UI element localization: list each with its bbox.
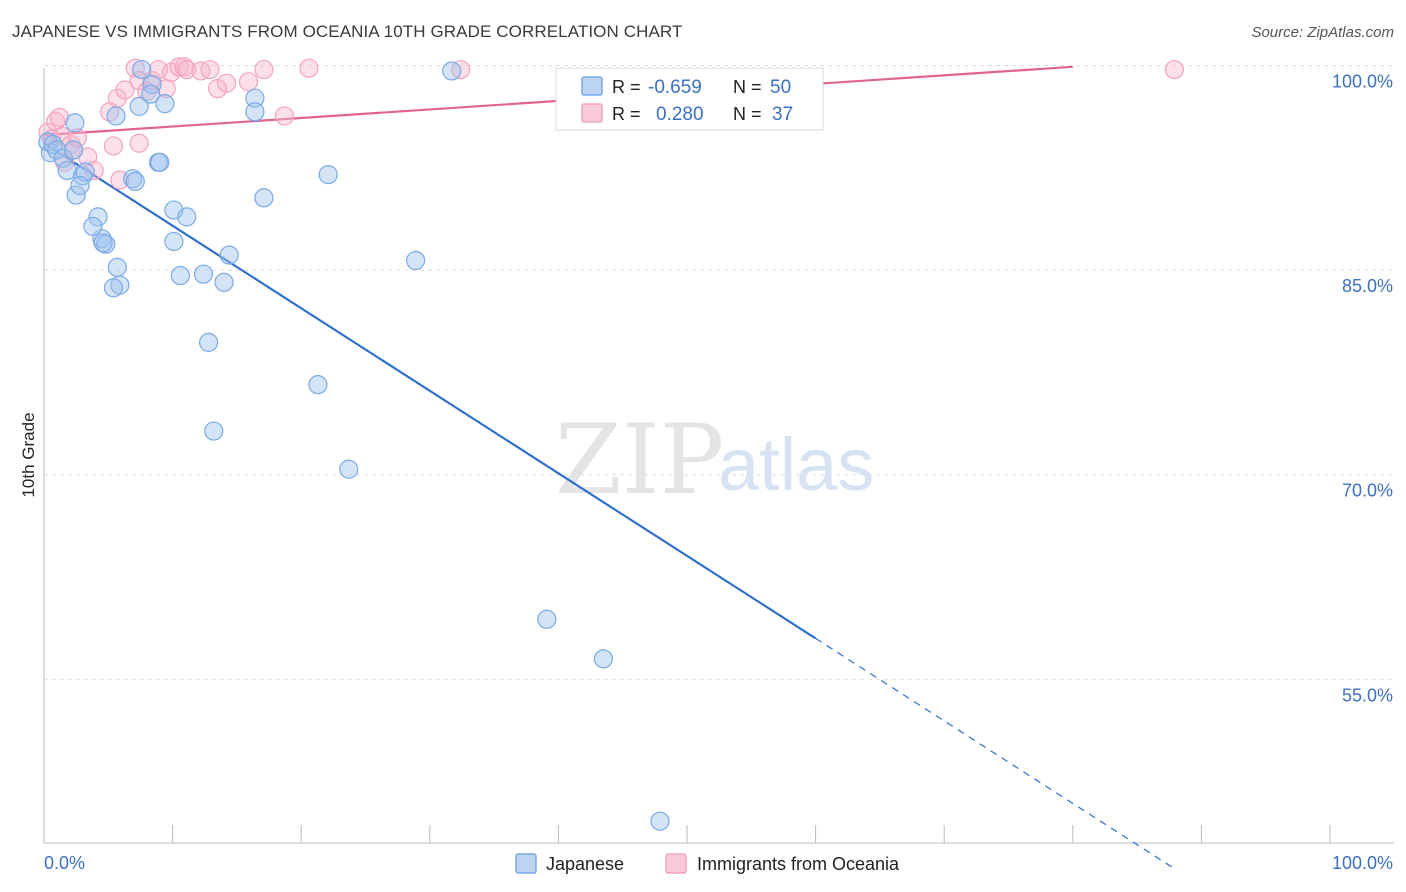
- point-japanese-10: [66, 185, 86, 205]
- point-oceania-36: [1164, 59, 1184, 80]
- point-oceania-16: [125, 58, 145, 78]
- point-japanese-34: [193, 264, 214, 284]
- legend-r-value-1: 0.280: [656, 104, 704, 125]
- point-oceania-31: [238, 72, 259, 92]
- legend-label-japanese: Japanese: [546, 854, 624, 874]
- point-oceania-12: [103, 136, 124, 156]
- point-japanese-4: [53, 148, 73, 168]
- point-japanese-40: [245, 102, 265, 122]
- source-label: Source: ZipAtlas.com: [1251, 24, 1394, 41]
- point-japanese-21: [125, 171, 145, 192]
- point-japanese-22: [129, 96, 149, 116]
- point-oceania-15: [115, 80, 135, 100]
- y-tick-label-3: 55.0%: [1342, 685, 1393, 705]
- point-japanese-42: [308, 375, 328, 395]
- watermark-atlas: atlas: [718, 423, 874, 506]
- point-japanese-33: [177, 207, 197, 227]
- trend-line-0: [43, 142, 817, 640]
- legend-swatch-japanese: [581, 76, 603, 96]
- point-japanese-31: [164, 231, 184, 252]
- point-oceania-34: [299, 58, 319, 78]
- legend-r-value-0: -0.659: [648, 77, 702, 98]
- point-japanese-37: [214, 272, 234, 292]
- point-oceania-30: [217, 73, 237, 93]
- legend-n-value-1: 37: [772, 104, 793, 125]
- point-japanese-7: [65, 113, 85, 133]
- point-japanese-11: [70, 175, 90, 196]
- chart-title: JAPANESE VS IMMIGRANTS FROM OCEANIA 10TH…: [12, 22, 683, 41]
- point-japanese-16: [93, 233, 113, 253]
- point-japanese-44: [339, 459, 359, 479]
- point-japanese-46: [442, 61, 462, 81]
- point-oceania-26: [177, 59, 197, 80]
- grid-lines: [44, 64, 1394, 680]
- point-oceania-33: [274, 106, 295, 126]
- point-japanese-14: [83, 216, 103, 237]
- point-oceania-29: [208, 79, 228, 99]
- legend-r-label-1: R =: [612, 104, 641, 124]
- x-tick-label-0: 0.0%: [44, 853, 85, 873]
- point-japanese-47: [537, 609, 557, 629]
- point-japanese-45: [406, 250, 426, 271]
- axes: [43, 68, 1394, 844]
- point-japanese-49: [650, 811, 670, 831]
- point-oceania-18: [129, 133, 149, 153]
- point-japanese-32: [170, 265, 190, 286]
- legend-label-oceania: Immigrants from Oceania: [697, 854, 900, 874]
- point-oceania-28: [200, 59, 220, 80]
- point-japanese-28: [150, 152, 170, 172]
- series-legend: Japanese Immigrants from Oceania: [515, 853, 900, 874]
- point-japanese-25: [142, 74, 162, 95]
- point-oceania-24: [169, 57, 189, 77]
- point-japanese-6: [63, 140, 84, 160]
- legend-swatch-oceania: [581, 103, 603, 123]
- point-japanese-36: [204, 421, 224, 441]
- point-japanese-26: [141, 84, 161, 104]
- correlation-legend: R = -0.659 N = 50 R = 0.280 N = 37: [555, 67, 824, 131]
- legend-swatch-oceania-bottom: [665, 853, 687, 874]
- point-japanese-24: [132, 59, 152, 80]
- legend-n-label-1: N =: [733, 104, 762, 124]
- point-japanese-17: [107, 257, 127, 277]
- point-oceania-8: [67, 128, 88, 148]
- point-japanese-43: [318, 164, 338, 185]
- legend-r-label-0: R =: [612, 77, 641, 97]
- point-japanese-12: [88, 207, 108, 227]
- y-tick-label-0: 100.0%: [1332, 71, 1393, 91]
- legend-swatch-japanese-bottom: [515, 853, 537, 874]
- y-tick-label-1: 85.0%: [1342, 276, 1393, 296]
- trend-line-extension-0: [815, 637, 1177, 870]
- point-japanese-29: [155, 94, 175, 114]
- legend-n-label-0: N =: [733, 77, 762, 97]
- point-japanese-19: [103, 278, 124, 298]
- point-japanese-20: [123, 169, 143, 189]
- x-tick-label-1: 100.0%: [1332, 853, 1393, 873]
- watermark: ZIP atlas: [555, 404, 874, 516]
- point-japanese-48: [593, 649, 614, 669]
- y-tick-labels: 100.0% 85.0% 70.0% 55.0%: [1332, 71, 1393, 705]
- y-axis-title: 10th Grade: [19, 412, 38, 497]
- point-japanese-41: [254, 188, 274, 208]
- point-japanese-23: [106, 106, 126, 126]
- y-tick-label-2: 70.0%: [1342, 481, 1393, 501]
- x-tick-labels: 0.0% 100.0%: [44, 853, 1393, 873]
- point-japanese-38: [219, 245, 239, 265]
- point-oceania-32: [254, 59, 274, 80]
- point-japanese-39: [245, 88, 265, 108]
- legend-n-value-0: 50: [770, 77, 791, 98]
- watermark-zip: ZIP: [555, 404, 724, 516]
- data-points: [38, 57, 1184, 831]
- point-japanese-35: [199, 332, 219, 352]
